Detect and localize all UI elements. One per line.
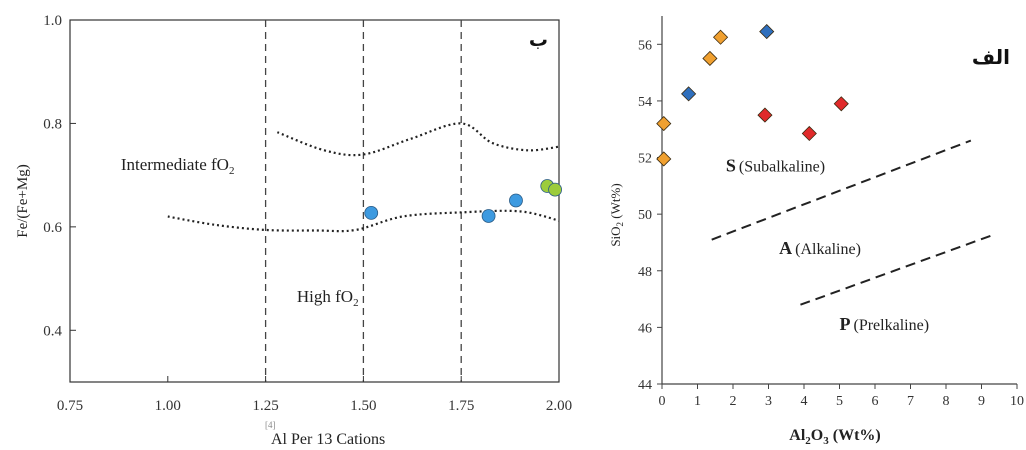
panel-label-b: ب bbox=[529, 29, 548, 51]
x-tick-label: 5 bbox=[836, 394, 843, 409]
field-label: A (Alkaline) bbox=[779, 238, 861, 258]
data-point bbox=[364, 205, 379, 220]
y-axis-label: SiO2 (Wt%) bbox=[608, 183, 625, 246]
x-tick-label: 7 bbox=[907, 394, 914, 409]
field-label: S (Subalkaline) bbox=[726, 156, 825, 176]
data-point bbox=[509, 193, 523, 208]
data-point bbox=[759, 24, 775, 40]
vertical-reference-lines bbox=[264, 20, 462, 382]
y-tick-label: 0.4 bbox=[43, 323, 62, 339]
data-point bbox=[713, 29, 729, 45]
y-tick-label: 0.8 bbox=[43, 116, 62, 132]
x-tick-label: 3 bbox=[765, 394, 772, 409]
y-tick-label: 0.6 bbox=[43, 220, 62, 236]
data-point bbox=[833, 96, 849, 112]
x-tick-label: 1.00 bbox=[155, 398, 181, 414]
x-axis-ticks: 0.75 1.00 1.25 1.50 1.75 2.00 bbox=[57, 376, 572, 414]
y-tick-label: 50 bbox=[638, 208, 652, 223]
x-tick-label: 0 bbox=[659, 394, 666, 409]
data-points bbox=[656, 24, 849, 167]
x-tick-label: 10 bbox=[1010, 394, 1024, 409]
field-labels: S (Subalkaline) A (Alkaline) P (Prelkaline) bbox=[726, 156, 929, 335]
y-axis-ticks: 0.4 0.6 0.8 1.0 bbox=[43, 13, 76, 339]
x-tick-label: 4 bbox=[801, 394, 808, 409]
left-plot-frame bbox=[69, 19, 560, 383]
x-axis-ticks: 0 1 2 3 4 5 6 7 8 9 10 bbox=[659, 384, 1024, 409]
x-tick-label: 1.50 bbox=[350, 398, 376, 414]
x-tick-label: 6 bbox=[872, 394, 879, 409]
data-point bbox=[656, 151, 672, 167]
x-axis-label: Al Per 13 Cations bbox=[271, 431, 385, 448]
x-tick-label: 9 bbox=[978, 394, 985, 409]
x-tick-label: 1 bbox=[694, 394, 701, 409]
field-divider bbox=[800, 233, 997, 306]
upper-boundary-curve bbox=[276, 122, 560, 157]
data-point bbox=[681, 86, 697, 102]
data-point bbox=[548, 182, 562, 197]
y-tick-label: 56 bbox=[638, 38, 652, 53]
x-tick-label: 1.75 bbox=[448, 398, 474, 414]
y-tick-label: 1.0 bbox=[43, 13, 62, 29]
y-axis-label: Fe/(Fe+Mg) bbox=[15, 164, 31, 237]
field-divider-lines bbox=[711, 139, 997, 306]
data-point bbox=[656, 116, 672, 132]
field-annotation: Intermediate fO2 bbox=[121, 155, 235, 177]
x-tick-label: 8 bbox=[943, 394, 950, 409]
y-tick-label: 48 bbox=[638, 265, 652, 280]
x-tick-label: 2.00 bbox=[546, 398, 572, 414]
field-annotation: High fO2 bbox=[297, 287, 359, 309]
field-annotations: Intermediate fO2 High fO2 bbox=[121, 155, 359, 309]
x-axis-label-superscript: [4] bbox=[265, 420, 276, 430]
y-tick-label: 52 bbox=[638, 152, 652, 167]
data-point bbox=[481, 209, 496, 223]
data-point bbox=[757, 107, 773, 123]
x-axis-label: Al2O3 (Wt%) bbox=[789, 427, 880, 447]
y-tick-label: 46 bbox=[638, 321, 652, 336]
x-tick-label: 1.25 bbox=[252, 398, 278, 414]
panel-label-alef: الف bbox=[972, 45, 1010, 69]
data-point bbox=[801, 125, 817, 142]
y-tick-label: 44 bbox=[638, 378, 652, 393]
x-tick-label: 2 bbox=[730, 394, 737, 409]
data-point bbox=[702, 50, 718, 67]
x-tick-label: 0.75 bbox=[57, 398, 83, 414]
y-tick-label: 54 bbox=[638, 95, 652, 110]
left-panel: 0.4 0.6 0.8 1.0 0.75 1.00 1.25 1.50 1.75 2.00 In… bbox=[15, 13, 572, 448]
field-divider bbox=[711, 139, 972, 241]
y-axis-ticks: 44 46 48 50 52 54 56 bbox=[638, 38, 662, 393]
field-label: P (Prelkaline) bbox=[840, 314, 930, 334]
data-points bbox=[364, 179, 562, 223]
